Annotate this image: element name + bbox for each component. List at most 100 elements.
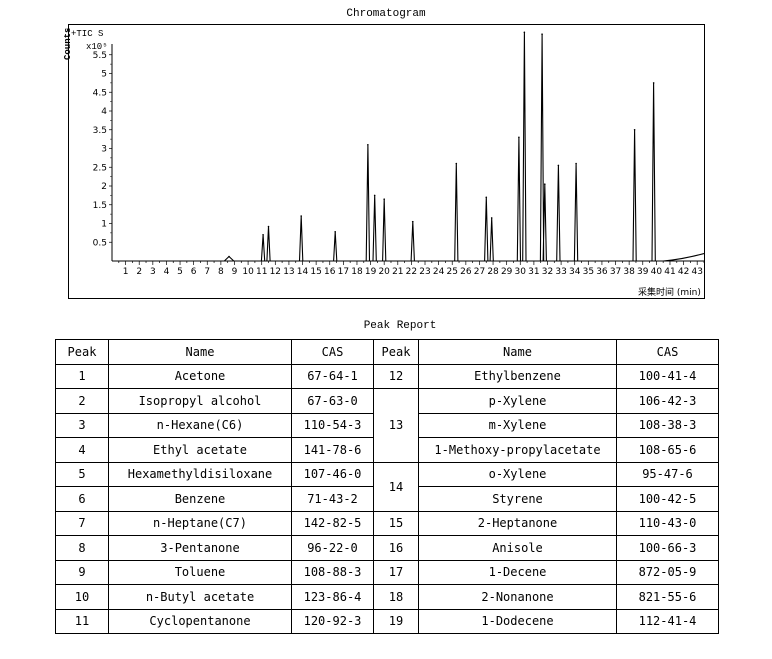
x-tick-label: 15 (310, 267, 321, 277)
compound-name: n-Hexane(C6) (108, 412, 292, 438)
y-tick-label: 1.5 (93, 201, 107, 211)
peak-number: 12 (373, 363, 419, 389)
compound-name: 1-Methoxy-propylacetate (418, 437, 617, 463)
cas-number: 95-47-6 (616, 461, 719, 487)
compound-name: o-Xylene (418, 461, 617, 487)
table-row: 10 n-Butyl acetate 123-86-4 18 2-Nonanon… (55, 584, 719, 610)
peak-apex (557, 164, 560, 167)
x-tick-label: 24 (433, 267, 445, 277)
peak-apex (455, 162, 458, 165)
compound-name: 2-Nonanone (418, 584, 617, 610)
y-tick-label: 1 (101, 220, 107, 230)
x-tick-label: 33 (555, 267, 566, 277)
peak-number: 2 (55, 388, 109, 414)
x-tick-label: 10 (242, 267, 254, 277)
x-tick-label: 27 (474, 267, 485, 277)
header-peak: Peak (55, 339, 109, 365)
peak-apex (490, 217, 493, 219)
cas-number: 100-41-4 (616, 363, 719, 389)
compound-name: Ethylbenzene (418, 363, 617, 389)
peak-number: 9 (55, 559, 109, 585)
header-cas: CAS (291, 339, 374, 365)
cas-number: 67-63-0 (291, 388, 374, 414)
x-tick-label: 28 (487, 267, 499, 277)
y-tick-label: 4.5 (93, 88, 107, 98)
peak-number: 13 (373, 388, 419, 463)
y-multiplier: x10⁵ (86, 42, 108, 52)
table-row: 7 n-Heptane(C7) 142-82-5 15 2-Heptanone … (55, 510, 719, 536)
compound-name: Acetone (108, 363, 292, 389)
table-row: 9 Toluene 108-88-3 17 1-Decene 872-05-9 (55, 559, 719, 585)
compound-name: Anisole (418, 535, 617, 561)
peak-apex (228, 255, 230, 258)
peak-apex (485, 196, 488, 199)
peak-apex (373, 194, 376, 197)
compound-name: Isopropyl alcohol (108, 388, 292, 414)
x-tick-label: 14 (297, 267, 309, 277)
cas-number: 123-86-4 (291, 584, 374, 610)
compound-name: Ethyl acetate (108, 437, 292, 463)
chromatogram-plot: 1 2 3 4 5 6 7 8 9 10 11 12 13 14 15 16 17 18 19 20 21 22 23 24 2… (93, 31, 704, 277)
peak-number: 6 (55, 486, 109, 512)
x-tick-label: 1 (123, 267, 129, 277)
cas-number: 71-43-2 (291, 486, 374, 512)
compound-name: 3-Pentanone (108, 535, 292, 561)
x-tick-label: 41 (664, 267, 675, 277)
x-tick-label: 18 (351, 267, 363, 277)
compound-name: n-Heptane(C7) (108, 510, 292, 536)
y-tick-label: 5 (101, 70, 107, 80)
x-tick-label: 13 (283, 267, 294, 277)
cas-number: 141-78-6 (291, 437, 374, 463)
signal-label: +TIC S (71, 29, 104, 39)
peak-number: 5 (55, 461, 109, 487)
peak-apex (543, 183, 546, 185)
peak-number: 1 (55, 363, 109, 389)
chart-title: Chromatogram (346, 8, 426, 20)
x-tick-label: 6 (191, 267, 197, 277)
x-tick-label: 34 (569, 267, 581, 277)
table-row: 11 Cyclopentanone 120-92-3 19 1-Dodecene… (55, 608, 719, 634)
y-tick-label: 5.5 (93, 51, 107, 61)
peak-number: 7 (55, 510, 109, 536)
x-tick-label: 11 (256, 267, 267, 277)
peak-number: 18 (373, 584, 419, 610)
x-tick-label: 43 (691, 267, 702, 277)
compound-name: Toluene (108, 559, 292, 585)
cas-number: 96-22-0 (291, 535, 374, 561)
peak-number: 3 (55, 412, 109, 438)
peak-apex (633, 128, 636, 131)
chromatogram-trace (112, 31, 704, 262)
compound-name: n-Butyl acetate (108, 584, 292, 610)
peak-number: 14 (373, 461, 419, 512)
x-tick-label: 23 (419, 267, 430, 277)
x-tick-label: 22 (406, 267, 417, 277)
y-tick-label: 4 (101, 107, 107, 117)
y-tick-label: 2.5 (93, 163, 107, 173)
x-tick-label: 5 (177, 267, 183, 277)
peak-number: 16 (373, 535, 419, 561)
x-tick-label: 2 (136, 267, 142, 277)
report-title: Peak Report (363, 320, 437, 332)
x-tick-label: 3 (150, 267, 156, 277)
x-tick-label: 42 (678, 267, 689, 277)
compound-name: 1-Dodecene (418, 608, 617, 634)
table-row: 5 Hexamethyldisiloxane 107-46-0 14 o-Xyl… (55, 461, 719, 512)
y-tick-label: 2 (101, 182, 107, 192)
y-axis-label: Counts (63, 27, 73, 60)
header-peak: Peak (373, 339, 419, 365)
cas-number: 100-66-3 (616, 535, 719, 561)
x-tick-label: 25 (447, 267, 458, 277)
x-tick-label: 9 (232, 267, 238, 277)
header-cas: CAS (616, 339, 719, 365)
cas-number: 108-38-3 (616, 412, 719, 438)
x-tick-label: 29 (501, 267, 513, 277)
x-tick-label: 31 (528, 267, 539, 277)
compound-name: 2-Heptanone (418, 510, 617, 536)
x-tick-label: 16 (324, 267, 336, 277)
x-tick-label: 30 (515, 267, 527, 277)
y-tick-label: 3.5 (93, 126, 107, 136)
x-tick-label: 7 (204, 267, 210, 277)
peak-apex (300, 215, 302, 217)
cas-number: 872-05-9 (616, 559, 719, 585)
peak-apex (575, 162, 577, 165)
